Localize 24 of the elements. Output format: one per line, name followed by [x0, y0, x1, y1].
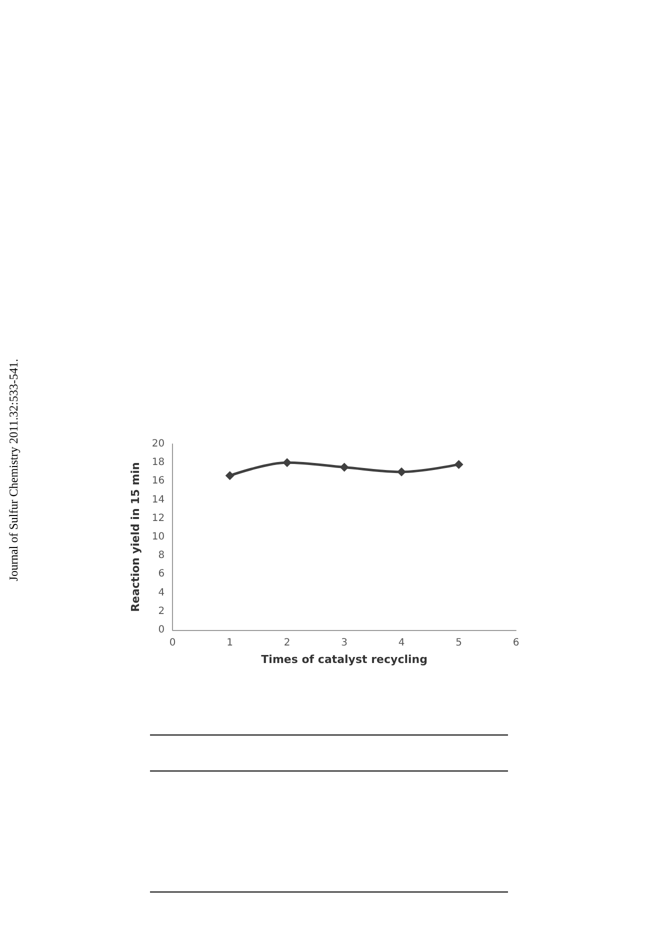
x-tick-label: 6 [512, 638, 520, 648]
text: Journal of Sulfur Chemistry 2011.32:533-541. [6, 358, 22, 582]
x-tick-label: 4 [398, 638, 405, 648]
y-tick-label: 6 [158, 568, 165, 580]
x-tick-label: 0 [169, 638, 176, 648]
point [225, 471, 234, 480]
y-tick-label: 14 [152, 494, 165, 506]
point [454, 460, 464, 469]
y-tick-label: 0 [158, 624, 165, 636]
y-tick-label: 16 [152, 476, 165, 487]
x-tick-label: 2 [284, 638, 290, 648]
point [340, 462, 349, 472]
x-tick-label: 5 [456, 638, 462, 648]
y-tick-label: 10 [152, 532, 165, 542]
y-tick-label: 4 [158, 587, 165, 598]
x-tick-label: 3 [341, 638, 348, 648]
y-tick-label: 8 [158, 550, 165, 562]
x-tick-label: 1 [226, 638, 234, 648]
y-axis-title: Reaction yield in 15 min [129, 462, 142, 612]
x-axis-title: Times of catalyst recycling [261, 653, 428, 666]
y-tick-label: 18 [152, 457, 165, 468]
y-tick-label: 12 [152, 512, 165, 524]
y-tick-label: 2 [158, 606, 165, 617]
y-tick-label: 20 [152, 438, 165, 450]
